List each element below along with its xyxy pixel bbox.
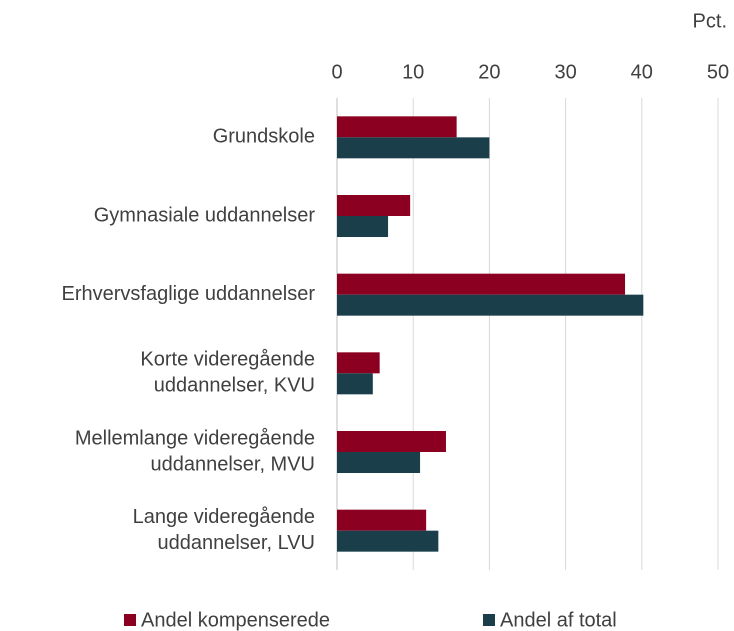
y-tick-label: Korte videregående xyxy=(140,349,315,371)
y-tick-label: Erhvervsfaglige uddannelser xyxy=(62,283,316,305)
bar xyxy=(337,195,411,216)
x-tick-label: 30 xyxy=(554,61,576,83)
bar xyxy=(337,116,457,138)
y-tick-label: Mellemlange videregående xyxy=(75,427,315,449)
bar xyxy=(337,373,373,395)
y-tick-label: Lange videregående xyxy=(133,506,315,528)
bar xyxy=(337,137,490,159)
bar xyxy=(337,352,380,374)
bar xyxy=(337,216,389,237)
bar xyxy=(337,452,421,473)
y-tick-label: uddannelser, KVU xyxy=(154,375,315,397)
bar xyxy=(337,431,446,452)
legend-swatch xyxy=(124,614,136,626)
bar xyxy=(337,294,644,316)
x-tick-label: 50 xyxy=(707,61,729,83)
legend-swatch xyxy=(483,614,495,626)
x-tick-label: 40 xyxy=(631,61,653,83)
legend-label: Andel kompenserede xyxy=(141,609,330,631)
unit-label: Pct. xyxy=(693,10,727,32)
y-tick-label: uddannelser, LVU xyxy=(157,532,315,554)
y-tick-label: Grundskole xyxy=(213,126,315,148)
x-tick-label: 10 xyxy=(402,61,424,83)
bar xyxy=(337,530,439,552)
y-tick-label: Gymnasiale uddannelser xyxy=(94,204,316,226)
x-tick-label: 20 xyxy=(478,61,500,83)
bar xyxy=(337,273,626,295)
bar xyxy=(337,509,427,531)
x-tick-label: 0 xyxy=(331,61,342,83)
legend-label: Andel af total xyxy=(500,609,617,631)
y-tick-label: uddannelser, MVU xyxy=(150,453,315,475)
